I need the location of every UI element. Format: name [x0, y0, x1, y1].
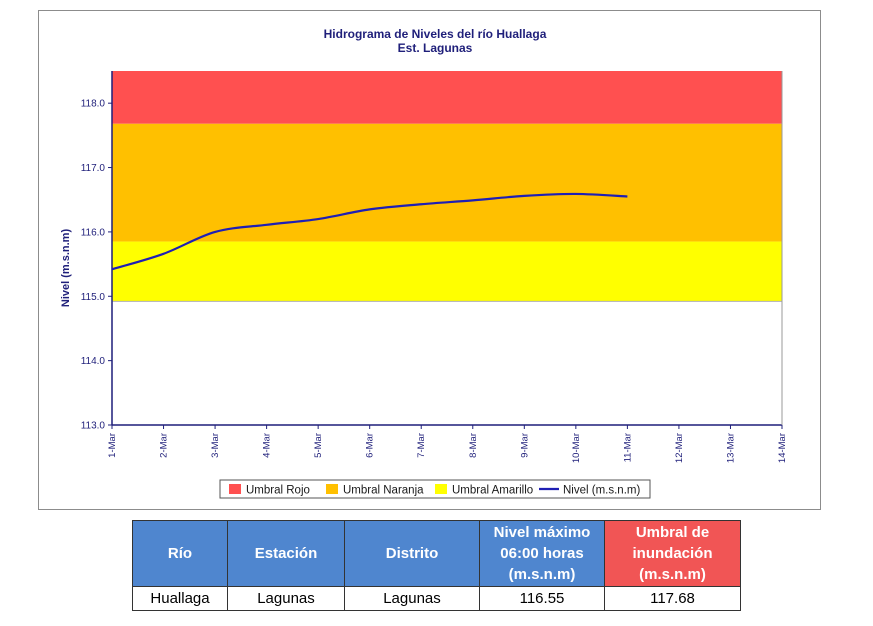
cell-umbral-inundacion: 117.68: [604, 586, 741, 611]
chart-frame: 113.0 114.0 115.0 116.0 117.0 118.0 1-Mar 2-Mar…: [38, 10, 821, 510]
header-estacion: Estación: [227, 520, 345, 587]
x-tick-label: 5-Mar: [313, 433, 324, 458]
band-umbral-amarillo: [112, 241, 782, 302]
cell-nivel-maximo: 116.55: [479, 586, 605, 611]
y-axis-label: Nivel (m.s.n.m): [60, 229, 72, 308]
x-tick-label: 8-Mar: [468, 433, 479, 458]
x-tick-label: 10-Mar: [571, 433, 582, 463]
legend-label: Umbral Amarillo: [452, 485, 533, 497]
x-tick-label: 11-Mar: [622, 433, 633, 462]
chart-svg: 113.0 114.0 115.0 116.0 117.0 118.0 1-Mar 2-Mar…: [60, 27, 788, 499]
info-table: Río Estación Distrito Nivel máximo 06:00…: [132, 520, 741, 611]
header-distrito: Distrito: [344, 520, 480, 587]
header-rio: Río: [132, 520, 228, 587]
y-tick-label: 117.0: [81, 163, 106, 174]
x-tick-label: 1-Mar: [107, 433, 118, 458]
x-tick-label: 4-Mar: [262, 433, 273, 458]
cell-rio: Huallaga: [132, 586, 228, 611]
chart-title: Hidrograma de Niveles del río Huallaga: [324, 27, 547, 41]
x-tick-label: 9-Mar: [519, 433, 530, 458]
band-umbral-naranja: [112, 123, 782, 242]
legend-label: Umbral Naranja: [343, 485, 424, 497]
header-nivel-maximo: Nivel máximo 06:00 horas (m.s.n.m): [479, 520, 605, 587]
legend-swatch: [326, 484, 338, 494]
cell-distrito: Lagunas: [344, 586, 480, 611]
x-tick-label: 2-Mar: [159, 433, 170, 458]
x-tick-label: 14-Mar: [777, 433, 788, 463]
y-tick-label: 114.0: [81, 356, 106, 367]
y-tick-label: 115.0: [81, 292, 106, 303]
y-tick-label: 116.0: [81, 227, 106, 238]
x-tick-label: 6-Mar: [365, 433, 376, 458]
cell-estacion: Lagunas: [227, 586, 345, 611]
legend-swatch: [435, 484, 447, 494]
x-tick-label: 13-Mar: [725, 433, 736, 463]
band-umbral-rojo: [112, 71, 782, 124]
x-tick-label: 3-Mar: [210, 433, 221, 458]
chart-subtitle: Est. Lagunas: [398, 41, 473, 55]
x-tick-label: 12-Mar: [674, 433, 685, 463]
table-row: Huallaga Lagunas Lagunas 116.55 117.68: [132, 586, 741, 611]
table-header-row: Río Estación Distrito Nivel máximo 06:00…: [132, 520, 741, 587]
y-tick-label: 118.0: [81, 99, 106, 110]
legend-swatch: [229, 484, 241, 494]
x-tick-label: 7-Mar: [416, 433, 427, 458]
header-umbral-inundacion: Umbral de inundación (m.s.n.m): [604, 520, 741, 587]
legend-label: Umbral Rojo: [246, 485, 310, 497]
legend-label: Nivel (m.s.n.m): [563, 485, 640, 497]
series-line-nivel: [111, 192, 628, 271]
y-tick-label: 113.0: [81, 421, 106, 432]
